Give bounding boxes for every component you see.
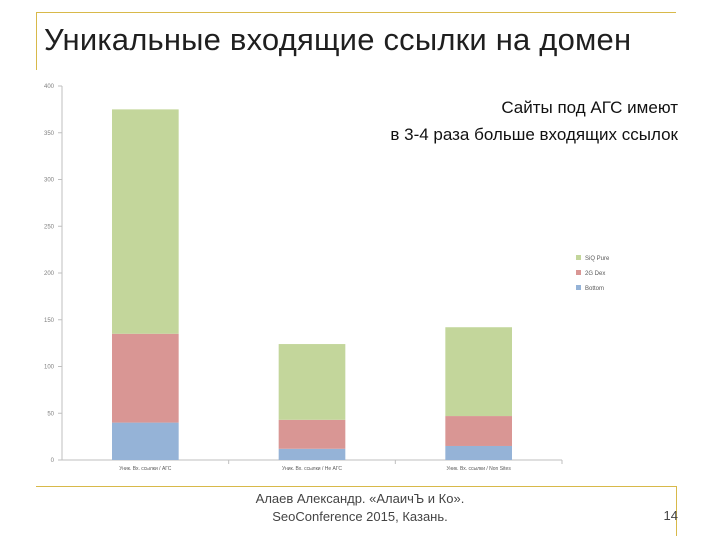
slide-frame-line-bottom — [36, 486, 676, 487]
x-tick-label: Уник. Вх. ссылки / Не АГС — [282, 466, 342, 472]
slide-frame-line-top — [36, 12, 676, 13]
x-tick-label: Уник. Вх. ссылки / Non Sites — [446, 466, 511, 472]
y-tick-label: 200 — [44, 271, 55, 277]
y-tick-label: 100 — [44, 365, 55, 371]
annotation-line-1: Сайты под АГС имеют — [501, 98, 678, 117]
legend-label: SiQ Pure — [585, 256, 610, 262]
y-tick-label: 150 — [44, 318, 55, 324]
page-number: 14 — [663, 508, 678, 523]
slide-frame-line-left — [36, 12, 37, 70]
y-tick-label: 350 — [44, 131, 55, 137]
bar-segment-bottom — [112, 422, 179, 460]
legend-swatch — [576, 285, 581, 290]
bar-segment-siq-pure — [112, 109, 179, 334]
bar-segment-siq-pure — [278, 344, 346, 420]
footer-author: Алаев Александр. «АлаичЪ и Ко». — [255, 491, 465, 506]
y-tick-label: 250 — [44, 224, 55, 230]
y-tick-label: 300 — [44, 178, 55, 184]
footer-event: SeoConference 2015, Казань. — [272, 509, 448, 524]
legend-label: Bottom — [585, 286, 604, 292]
legend-swatch — [576, 270, 581, 275]
y-tick-label: 50 — [47, 411, 54, 417]
bar-segment-2g-dex — [445, 416, 512, 446]
slide-title: Уникальные входящие ссылки на домен — [44, 22, 632, 57]
x-tick-label: Уник. Вх. ссылки / АГС — [119, 466, 172, 472]
y-tick-label: 0 — [51, 458, 55, 464]
footer: Алаев Александр. «АлаичЪ и Ко». SeoConfe… — [200, 490, 520, 526]
chart-annotation: Сайты под АГС имеют в 3-4 раза больше вх… — [390, 94, 678, 148]
bar-segment-2g-dex — [112, 333, 179, 423]
legend-label: 2G Dex — [585, 271, 605, 277]
y-tick-label: 400 — [44, 84, 55, 90]
annotation-line-2: в 3-4 раза больше входящих ссылок — [390, 125, 678, 144]
bar-segment-bottom — [445, 445, 512, 460]
bar-segment-bottom — [278, 448, 346, 460]
bar-segment-siq-pure — [445, 327, 512, 417]
slide-frame-line-right — [676, 486, 677, 536]
bar-segment-2g-dex — [278, 419, 346, 449]
legend-swatch — [576, 255, 581, 260]
